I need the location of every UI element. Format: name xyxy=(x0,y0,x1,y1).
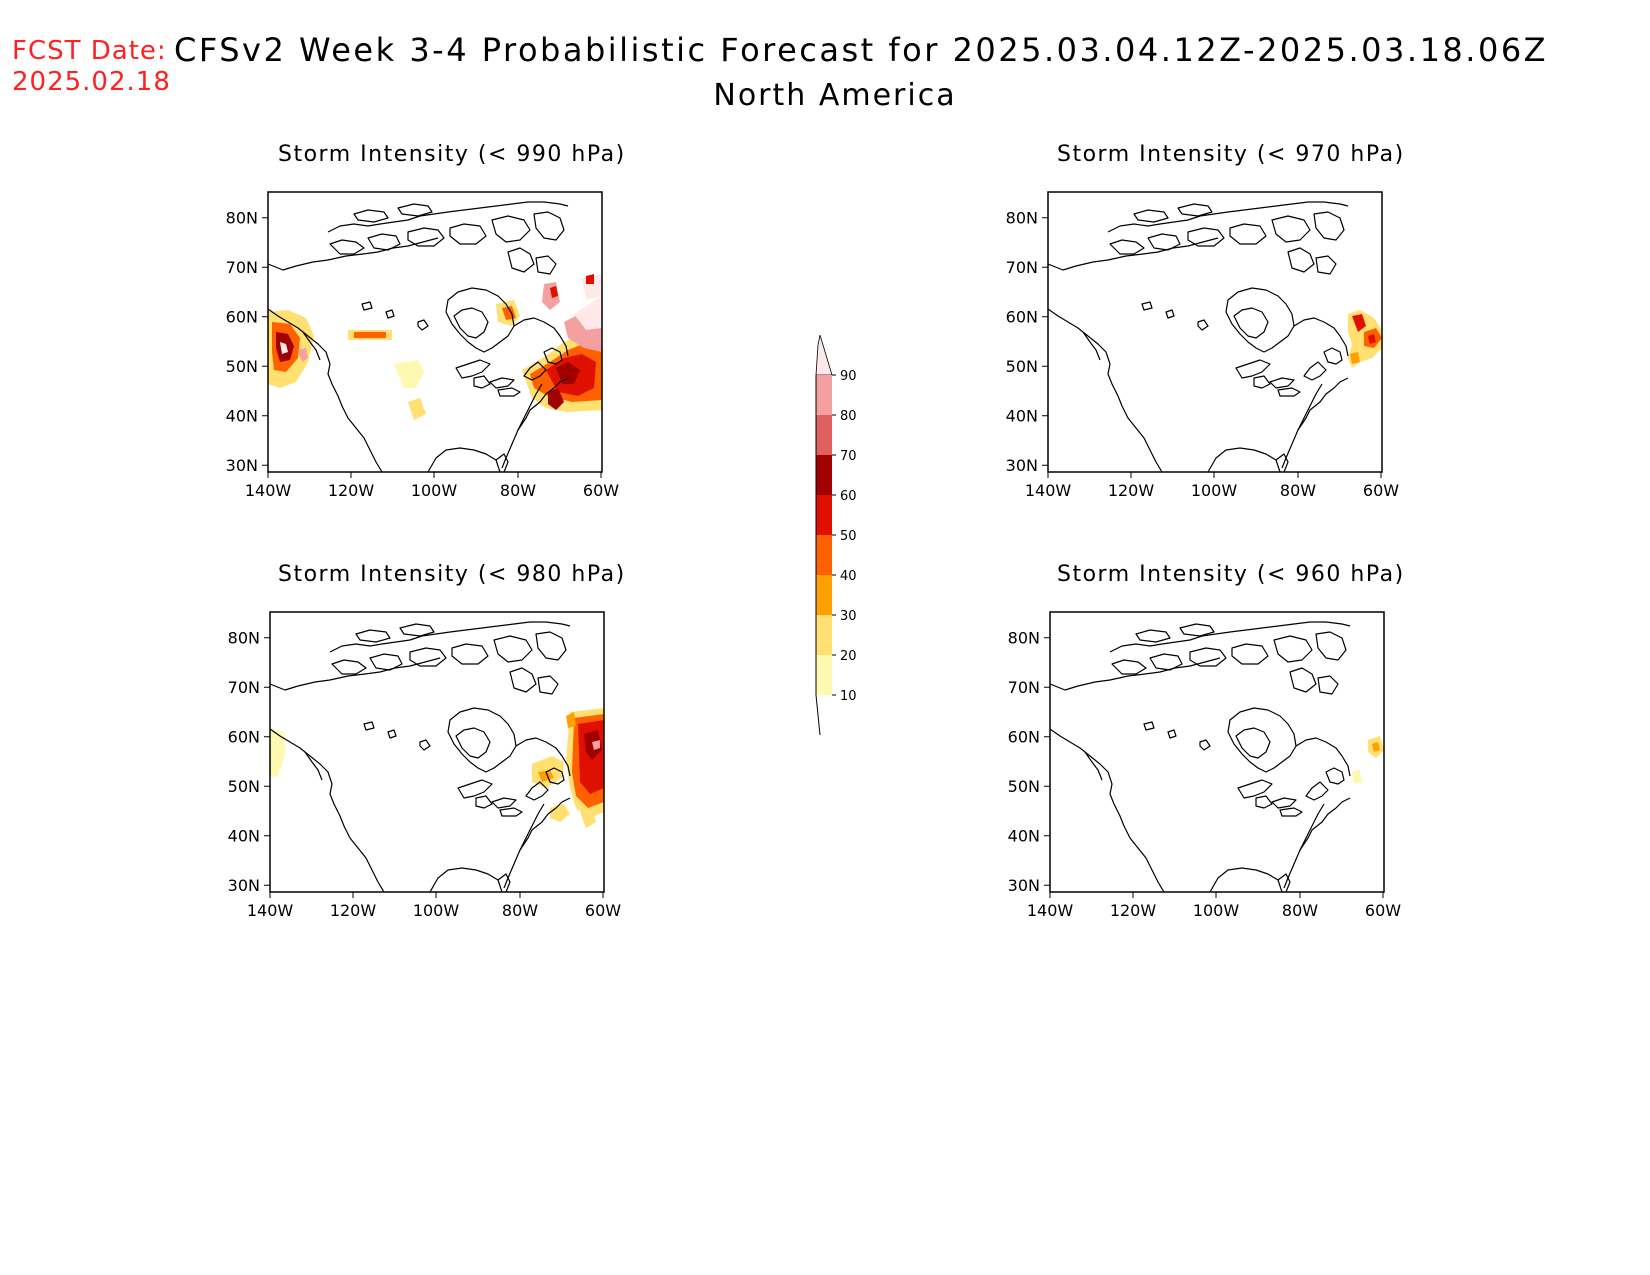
lon-tick-label: 60W xyxy=(1365,901,1401,920)
colorbar: 90 80 70 60 50 40 30 20 10 xyxy=(815,335,857,736)
map-panel-990: 80N 70N 60N 50N 40N 30N 140W 120W 100W 80W 60W xyxy=(226,191,619,500)
colorbar-segment xyxy=(816,455,832,495)
lat-tick-label: 50N xyxy=(1008,777,1040,796)
forecast-date-label: FCST Date: xyxy=(12,36,167,66)
lat-tick-label: 60N xyxy=(226,308,258,327)
lon-tick-label: 140W xyxy=(1027,901,1074,920)
colorbar-label: 90 xyxy=(840,369,857,384)
colorbar-segment xyxy=(816,615,832,655)
lon-tick-label: 80W xyxy=(500,481,536,500)
page-title: CFSv2 Week 3-4 Probabilistic Forecast fo… xyxy=(174,31,1549,69)
lat-tick-label: 60N xyxy=(228,728,260,747)
colorbar-segment xyxy=(816,575,832,615)
colorbar-label: 80 xyxy=(840,409,857,424)
lat-tick-label: 30N xyxy=(226,456,258,475)
probability-shading-960 xyxy=(1352,736,1384,784)
lat-tick-label: 30N xyxy=(1008,876,1040,895)
lat-tick-label: 70N xyxy=(228,678,260,697)
lon-tick-label: 80W xyxy=(1280,481,1316,500)
colorbar-segment xyxy=(816,655,832,695)
colorbar-label: 20 xyxy=(840,649,857,664)
colorbar-segment xyxy=(816,375,832,415)
lon-tick-label: 60W xyxy=(1363,481,1399,500)
lat-tick-label: 60N xyxy=(1008,728,1040,747)
colorbar-edge xyxy=(815,375,821,736)
probability-shading-980 xyxy=(270,708,604,828)
lon-tick-label: 140W xyxy=(245,481,292,500)
lon-tick-label: 120W xyxy=(328,481,375,500)
panel-title-980: Storm Intensity (< 980 hPa) xyxy=(278,562,626,587)
lat-tick-label: 70N xyxy=(226,258,258,277)
colorbar-label: 60 xyxy=(840,489,857,504)
lat-tick-label: 30N xyxy=(1006,456,1038,475)
lat-tick-label: 70N xyxy=(1008,678,1040,697)
probability-shading-990 xyxy=(268,274,602,420)
lat-tick-label: 80N xyxy=(1006,209,1038,228)
panel-title-970: Storm Intensity (< 970 hPa) xyxy=(1057,142,1405,167)
map-panel-960: 80N 70N 60N 50N 40N 30N 140W 120W 100W 80W 60W xyxy=(1008,611,1401,920)
lon-tick-label: 120W xyxy=(1110,901,1157,920)
lon-tick-label: 140W xyxy=(247,901,294,920)
lat-tick-label: 70N xyxy=(1006,258,1038,277)
lat-tick-label: 40N xyxy=(1006,407,1038,426)
lon-tick-label: 80W xyxy=(1282,901,1318,920)
colorbar-top-cap xyxy=(815,335,833,376)
lon-tick-label: 100W xyxy=(1193,901,1240,920)
lon-tick-label: 120W xyxy=(330,901,377,920)
lon-tick-label: 100W xyxy=(1191,481,1238,500)
lon-tick-label: 120W xyxy=(1108,481,1155,500)
map-panel-970: 80N 70N 60N 50N 40N 30N 140W 120W 100W 80W 60W xyxy=(1006,191,1399,500)
colorbar-segment xyxy=(816,415,832,455)
panel-title-990: Storm Intensity (< 990 hPa) xyxy=(278,142,626,167)
probability-shading-970 xyxy=(1348,310,1382,368)
lat-tick-label: 80N xyxy=(1008,629,1040,648)
colorbar-segment xyxy=(816,495,832,535)
lon-tick-label: 100W xyxy=(413,901,460,920)
colorbar-label: 70 xyxy=(840,449,857,464)
colorbar-label: 10 xyxy=(840,689,857,704)
colorbar-label: 40 xyxy=(840,569,857,584)
lat-tick-label: 40N xyxy=(226,407,258,426)
lon-tick-label: 100W xyxy=(411,481,458,500)
lat-tick-label: 40N xyxy=(1008,827,1040,846)
lat-tick-label: 30N xyxy=(228,876,260,895)
lat-tick-label: 60N xyxy=(1006,308,1038,327)
panel-title-960: Storm Intensity (< 960 hPa) xyxy=(1057,562,1405,587)
lon-tick-label: 140W xyxy=(1025,481,1072,500)
map-panel-980: 80N 70N 60N 50N 40N 30N 140W 120W 100W 80W 60W xyxy=(228,611,621,920)
lon-tick-label: 60W xyxy=(585,901,621,920)
lon-tick-label: 60W xyxy=(583,481,619,500)
lat-tick-label: 50N xyxy=(226,357,258,376)
colorbar-label: 30 xyxy=(840,609,857,624)
lat-tick-label: 50N xyxy=(228,777,260,796)
colorbar-segment xyxy=(816,535,832,575)
forecast-date-value: 2025.02.18 xyxy=(12,67,171,97)
lon-tick-label: 80W xyxy=(502,901,538,920)
lat-tick-label: 40N xyxy=(228,827,260,846)
lat-tick-label: 80N xyxy=(228,629,260,648)
page-subtitle: North America xyxy=(713,78,957,113)
lat-tick-label: 80N xyxy=(226,209,258,228)
lat-tick-label: 50N xyxy=(1006,357,1038,376)
colorbar-label: 50 xyxy=(840,529,857,544)
